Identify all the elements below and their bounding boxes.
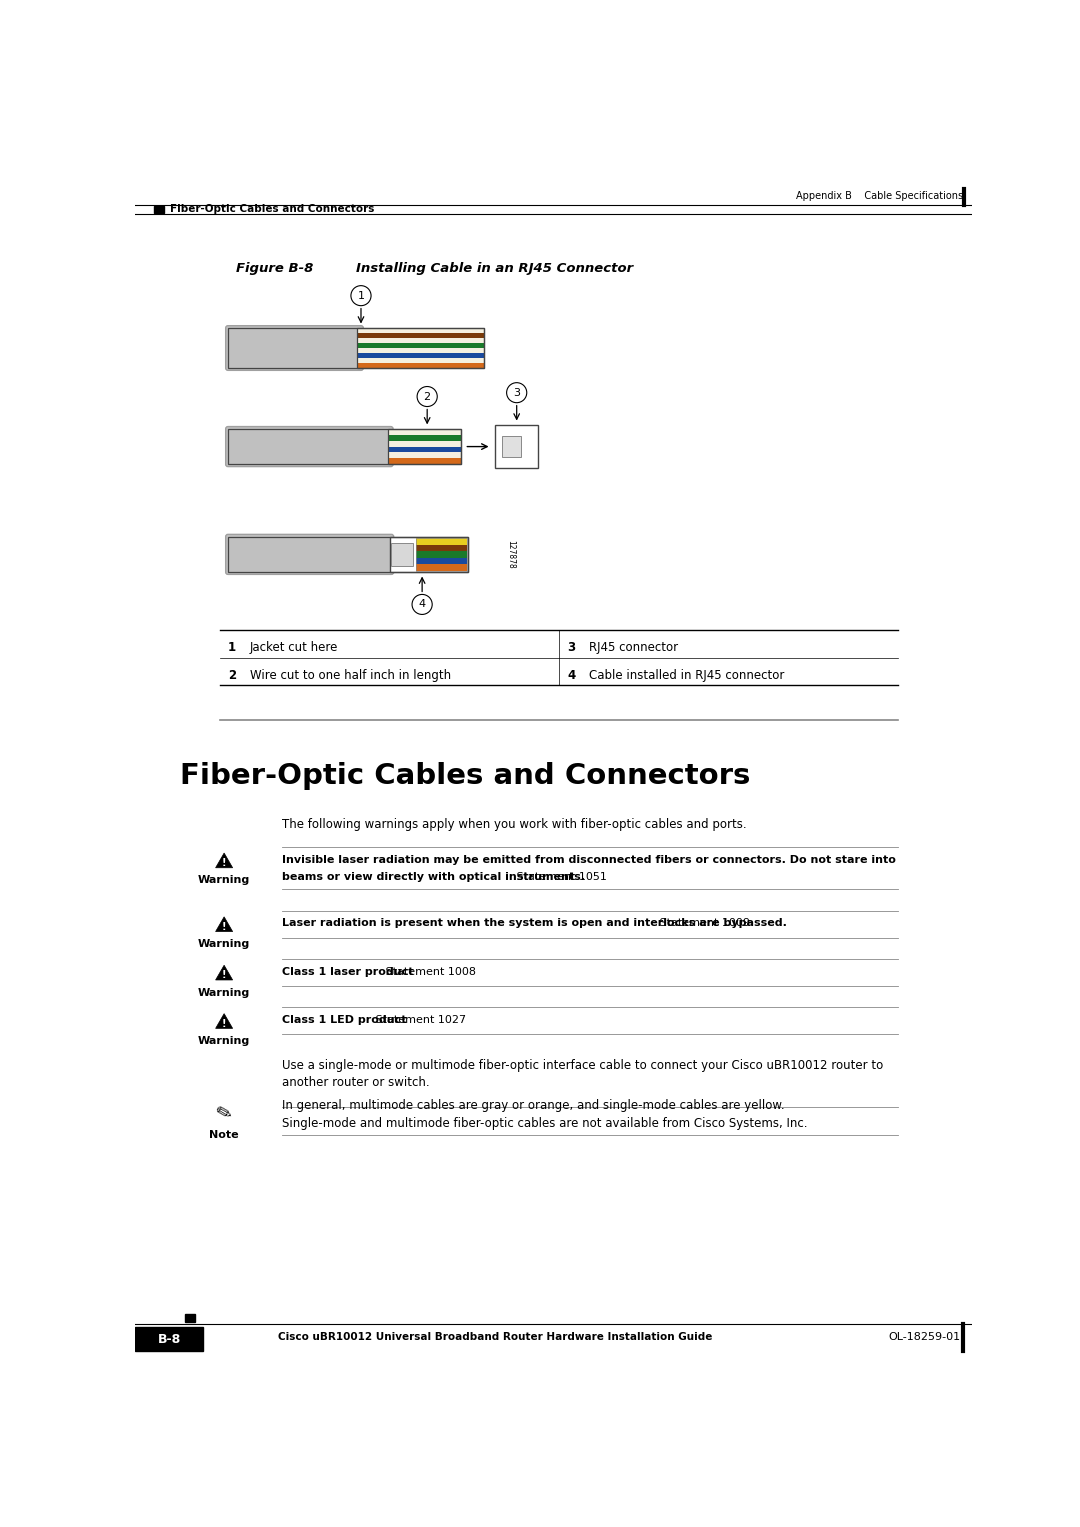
Bar: [496, 425, 538, 469]
Text: another router or switch.: another router or switch.: [282, 1077, 430, 1089]
Text: beams or view directly with optical instruments.: beams or view directly with optical inst…: [282, 872, 585, 881]
Text: Warning: Warning: [198, 939, 251, 950]
Bar: [502, 435, 521, 458]
Text: Statement 1009: Statement 1009: [656, 918, 750, 928]
Text: Warning: Warning: [198, 875, 251, 886]
Bar: [388, 458, 460, 464]
Bar: [357, 337, 484, 344]
Text: RJ45 connector: RJ45 connector: [589, 641, 678, 655]
Bar: [417, 557, 467, 563]
Text: Invisible laser radiation may be emitted from disconnected fibers or connectors.: Invisible laser radiation may be emitted…: [282, 855, 896, 864]
Text: !: !: [221, 1019, 227, 1029]
Bar: [357, 357, 484, 363]
Text: Laser radiation is present when the system is open and interlocks are bypassed.: Laser radiation is present when the syst…: [282, 918, 787, 928]
Bar: [135, 1327, 203, 1351]
Text: !: !: [221, 970, 227, 980]
Text: Figure B-8: Figure B-8: [235, 261, 313, 275]
Text: !: !: [221, 922, 227, 931]
FancyBboxPatch shape: [226, 534, 394, 574]
Bar: [388, 429, 460, 464]
Text: 2: 2: [228, 669, 237, 683]
Bar: [357, 328, 484, 333]
Polygon shape: [216, 854, 232, 867]
Circle shape: [351, 286, 372, 305]
Polygon shape: [216, 916, 232, 931]
Text: The following warnings apply when you work with fiber-optic cables and ports.: The following warnings apply when you wo…: [282, 818, 747, 831]
Text: OL-18259-01: OL-18259-01: [888, 1333, 960, 1342]
Bar: [357, 333, 484, 337]
Bar: [388, 441, 460, 446]
Bar: [228, 429, 460, 464]
Text: 127878: 127878: [507, 541, 515, 568]
Bar: [357, 363, 484, 368]
Bar: [391, 544, 414, 567]
Text: 3: 3: [567, 641, 576, 655]
Text: Statement 1008: Statement 1008: [381, 967, 475, 977]
Text: Warning: Warning: [198, 1037, 251, 1046]
Text: Jacket cut here: Jacket cut here: [249, 641, 338, 655]
Bar: [417, 563, 467, 571]
Bar: [357, 353, 484, 357]
FancyBboxPatch shape: [226, 325, 363, 371]
Text: Appendix B    Cable Specifications: Appendix B Cable Specifications: [796, 191, 962, 202]
Bar: [390, 536, 469, 573]
Bar: [388, 429, 460, 435]
Text: Fiber-Optic Cables and Connectors: Fiber-Optic Cables and Connectors: [180, 762, 751, 791]
Bar: [388, 435, 460, 441]
Bar: [417, 545, 467, 551]
Text: 2: 2: [423, 391, 431, 402]
Bar: [388, 446, 460, 452]
Text: Single-mode and multimode fiber-optic cables are not available from Cisco System: Single-mode and multimode fiber-optic ca…: [282, 1116, 808, 1130]
Text: 1: 1: [357, 290, 364, 301]
Polygon shape: [216, 1014, 232, 1028]
Text: Warning: Warning: [198, 988, 251, 997]
Text: 4: 4: [567, 669, 576, 683]
Polygon shape: [216, 965, 232, 980]
Bar: [228, 328, 484, 368]
Bar: [357, 328, 484, 368]
Text: Statement 1027: Statement 1027: [373, 1015, 467, 1025]
Text: 3: 3: [513, 388, 521, 397]
FancyBboxPatch shape: [226, 426, 393, 467]
Text: Class 1 laser product: Class 1 laser product: [282, 967, 414, 977]
Text: Class 1 LED product: Class 1 LED product: [282, 1015, 407, 1025]
Text: B-8: B-8: [158, 1333, 180, 1345]
Text: Note: Note: [210, 1130, 239, 1141]
Bar: [186, 1315, 195, 1322]
Bar: [357, 348, 484, 353]
Text: Cable installed in RJ45 connector: Cable installed in RJ45 connector: [589, 669, 784, 683]
Text: !: !: [221, 858, 227, 867]
Circle shape: [417, 386, 437, 406]
Bar: [357, 344, 484, 348]
Circle shape: [413, 594, 432, 614]
Text: 4: 4: [419, 600, 426, 609]
Bar: [417, 551, 467, 557]
Text: Installing Cable in an RJ45 Connector: Installing Cable in an RJ45 Connector: [356, 261, 633, 275]
Circle shape: [507, 383, 527, 403]
Bar: [417, 538, 467, 545]
Text: Use a single-mode or multimode fiber-optic interface cable to connect your Cisco: Use a single-mode or multimode fiber-opt…: [282, 1060, 883, 1072]
Text: Fiber-Optic Cables and Connectors: Fiber-Optic Cables and Connectors: [170, 205, 375, 214]
Text: Wire cut to one half inch in length: Wire cut to one half inch in length: [249, 669, 450, 683]
Text: Statement 1051: Statement 1051: [513, 872, 607, 881]
Text: 1: 1: [228, 641, 237, 655]
Bar: [388, 452, 460, 458]
Bar: [154, 206, 164, 214]
Text: Cisco uBR10012 Universal Broadband Router Hardware Installation Guide: Cisco uBR10012 Universal Broadband Route…: [279, 1333, 713, 1342]
Bar: [417, 538, 467, 571]
Text: In general, multimode cables are gray or orange, and single-mode cables are yell: In general, multimode cables are gray or…: [282, 1099, 785, 1112]
Text: ✎: ✎: [214, 1102, 234, 1125]
Bar: [228, 536, 469, 573]
